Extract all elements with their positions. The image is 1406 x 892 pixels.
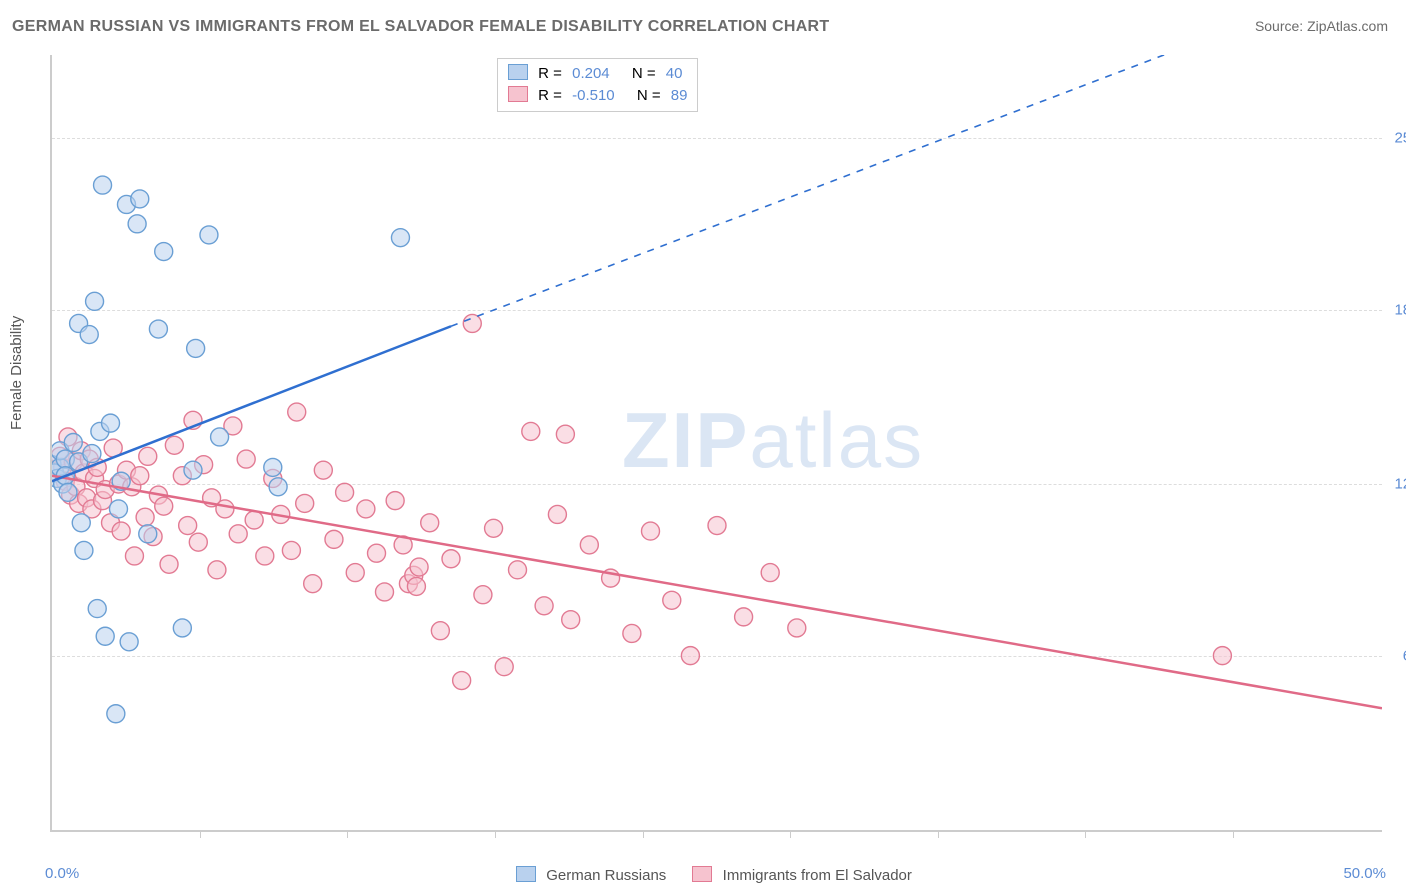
- swatch-pink: [508, 86, 528, 102]
- y-tick-label: 25.0%: [1394, 130, 1406, 147]
- n-label-1: N =: [637, 87, 661, 104]
- y-tick-label: 18.8%: [1394, 301, 1406, 318]
- stats-row-blue: R = 0.204 N = 40: [508, 63, 687, 85]
- x-tick: [1233, 830, 1234, 838]
- stats-row-pink: R = -0.510 N = 89: [508, 85, 687, 107]
- r-value-0: 0.204: [572, 65, 610, 82]
- series-legend: German Russians Immigrants from El Salva…: [0, 866, 1406, 884]
- r-label-1: R =: [538, 87, 562, 104]
- x-tick: [347, 830, 348, 838]
- r-value-1: -0.510: [572, 87, 615, 104]
- plot-area: ZIPatlas R = 0.204 N = 40 R = -0.510 N =…: [50, 55, 1382, 832]
- x-tick: [1085, 830, 1086, 838]
- n-label-0: N =: [632, 65, 656, 82]
- r-label-0: R =: [538, 65, 562, 82]
- y-tick-label: 12.5%: [1394, 476, 1406, 493]
- chart-title: GERMAN RUSSIAN VS IMMIGRANTS FROM EL SAL…: [12, 18, 830, 36]
- x-tick: [200, 830, 201, 838]
- n-value-1: 89: [671, 87, 688, 104]
- swatch-blue: [508, 64, 528, 80]
- legend-swatch-blue: [516, 866, 536, 882]
- x-tick: [495, 830, 496, 838]
- stats-legend: R = 0.204 N = 40 R = -0.510 N = 89: [497, 58, 698, 112]
- plot-svg: [52, 55, 1382, 830]
- legend-label-blue: German Russians: [546, 867, 666, 884]
- legend-label-pink: Immigrants from El Salvador: [723, 867, 912, 884]
- x-tick: [938, 830, 939, 838]
- legend-swatch-pink: [692, 866, 712, 882]
- x-tick: [790, 830, 791, 838]
- source-attribution: Source: ZipAtlas.com: [1255, 18, 1388, 34]
- n-value-0: 40: [666, 65, 683, 82]
- x-tick: [643, 830, 644, 838]
- y-axis-title: Female Disability: [8, 316, 25, 430]
